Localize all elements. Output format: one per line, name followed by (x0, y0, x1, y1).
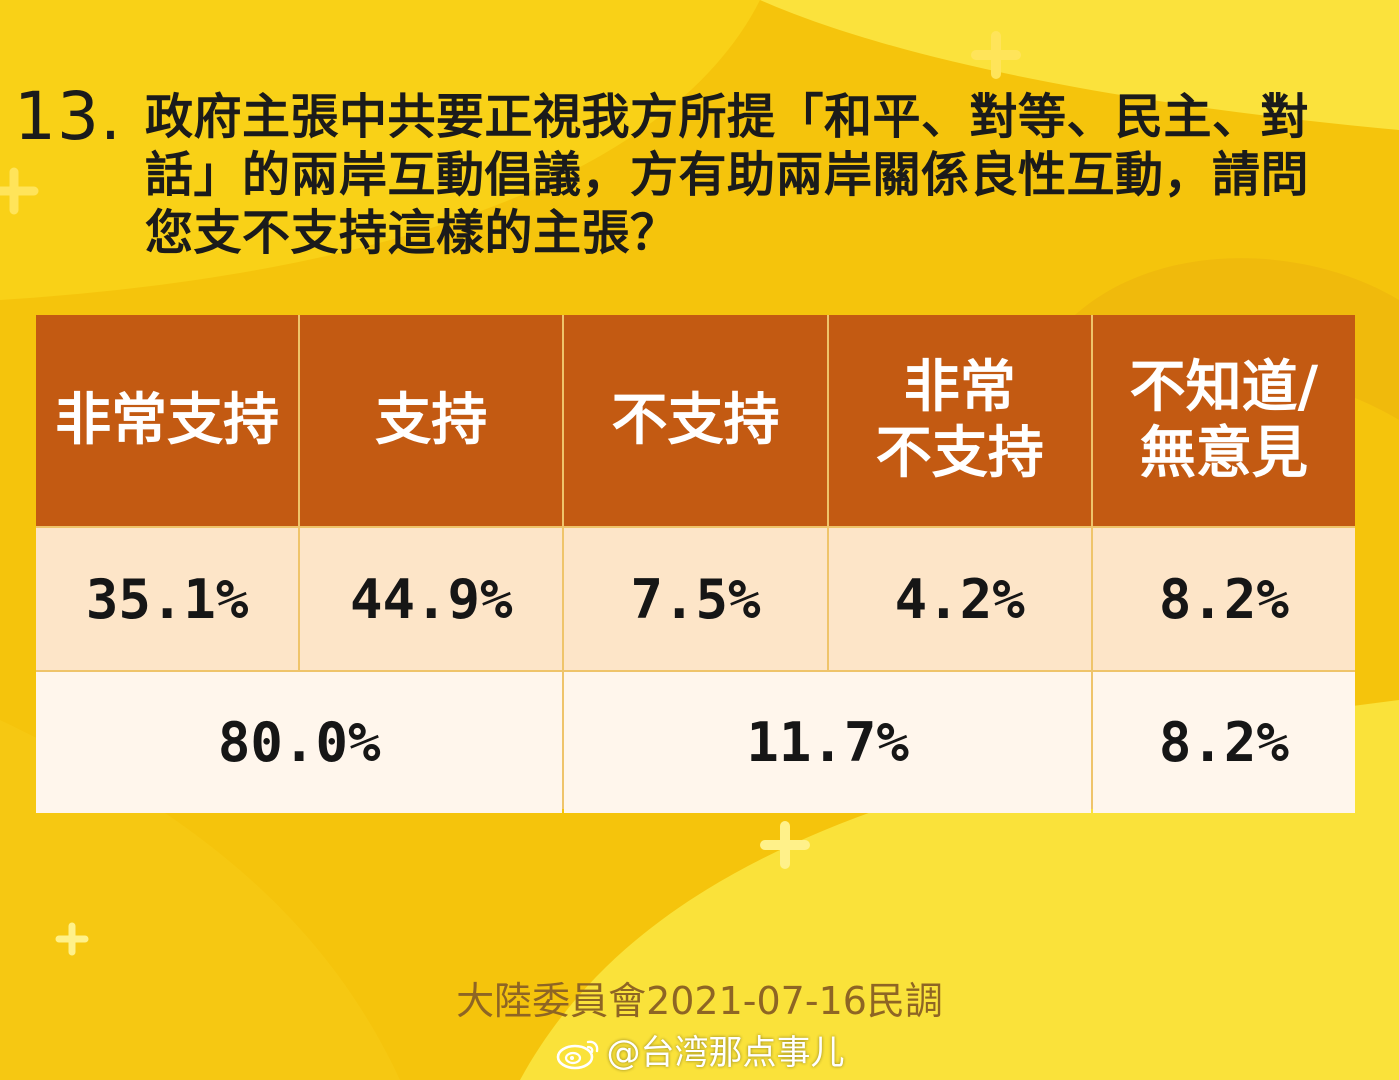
value-support: 44.9% (300, 528, 563, 670)
results-table: 非常支持 支持 不支持 非常 不支持 不知道/ 無意見 35.1% 44.9% … (36, 315, 1355, 813)
plus-decoration-icon (971, 31, 1021, 79)
total-support: 80.0% (36, 672, 563, 813)
value-no-opinion: 8.2% (1092, 528, 1355, 670)
value-very-support: 35.1% (36, 528, 299, 670)
total-no-opinion: 8.2% (1092, 672, 1355, 813)
source-caption: 大陸委員會2021-07-16民調 (456, 979, 943, 1023)
header-not-support: 不支持 (564, 315, 827, 526)
header-very-support: 非常支持 (36, 315, 299, 526)
value-very-not-support: 4.2% (828, 528, 1091, 670)
weibo-icon (556, 1040, 598, 1070)
question-number: 13. (14, 78, 122, 155)
watermark-text: @台湾那点事儿 (606, 1033, 845, 1073)
header-very-not-support: 非常 不支持 (828, 315, 1091, 526)
value-not-support: 7.5% (564, 528, 827, 670)
header-no-opinion: 不知道/ 無意見 (1092, 315, 1355, 526)
watermark: @台湾那点事儿 (0, 1025, 1399, 1074)
header-support: 支持 (300, 315, 563, 526)
plus-decoration-icon (0, 167, 39, 215)
question-text: 政府主張中共要正視我方所提「和平、對等、民主、對話」的兩岸互動倡議，方有助兩岸關… (145, 89, 1310, 261)
plus-decoration-icon (55, 922, 89, 956)
total-not-support: 11.7% (564, 672, 1091, 813)
plus-decoration-icon (760, 821, 810, 869)
